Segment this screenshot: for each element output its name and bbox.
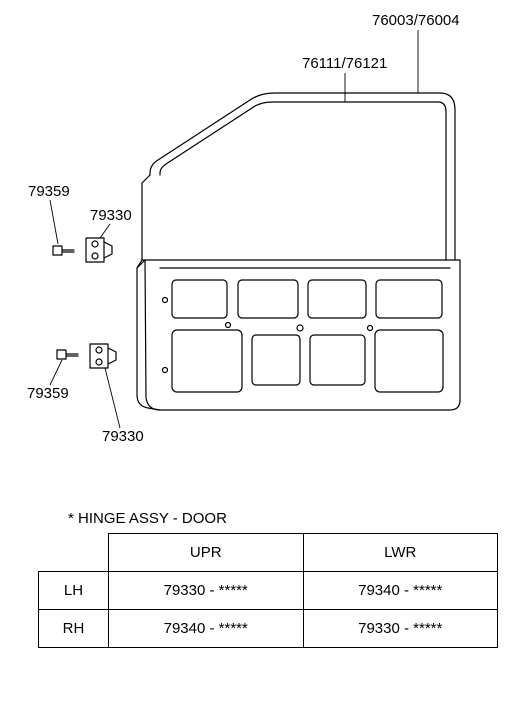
table-row: LH 79330 - ***** 79340 - *****	[39, 572, 498, 610]
table-title: * HINGE ASSY - DOOR	[38, 510, 498, 527]
door-diagram-svg	[0, 0, 531, 500]
table-row: RH 79340 - ***** 79330 - *****	[39, 610, 498, 648]
label-upper-bolt: 79359	[28, 183, 70, 200]
table-header-row: UPR LWR	[39, 534, 498, 572]
label-part-76111-76121: 76111/76121	[302, 55, 387, 72]
cell: 79340 - *****	[109, 610, 304, 648]
label-upper-hinge: 79330	[90, 207, 132, 224]
hinge-table-section: * HINGE ASSY - DOOR UPR LWR LH 79330 - *…	[38, 510, 498, 648]
diagram-area: 76003/76004 76111/76121 79359 79330 7935…	[0, 0, 531, 500]
cell: 79340 - *****	[303, 572, 498, 610]
table-corner	[39, 534, 109, 572]
col-upr: UPR	[109, 534, 304, 572]
label-part-76003-76004: 76003/76004	[372, 12, 460, 29]
label-lower-bolt: 79359	[27, 385, 69, 402]
hinge-table: UPR LWR LH 79330 - ***** 79340 - ***** R…	[38, 533, 498, 648]
row-head-rh: RH	[39, 610, 109, 648]
row-head-lh: LH	[39, 572, 109, 610]
cell: 79330 - *****	[303, 610, 498, 648]
label-lower-hinge: 79330	[102, 428, 144, 445]
cell: 79330 - *****	[109, 572, 304, 610]
col-lwr: LWR	[303, 534, 498, 572]
